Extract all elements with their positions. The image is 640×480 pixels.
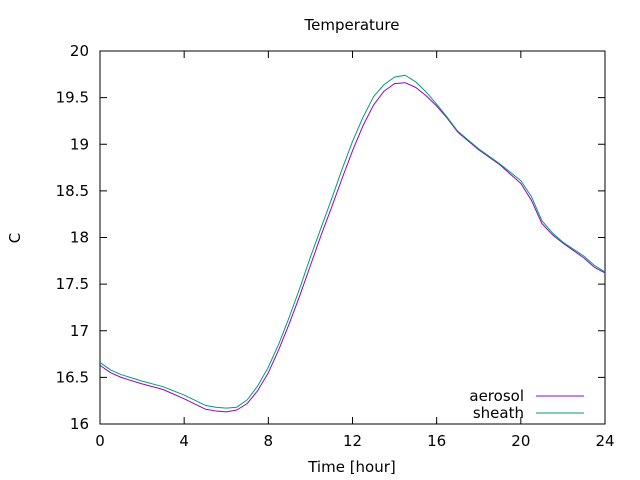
series-line-aerosol (99, 82, 606, 413)
y-tick-label: 18.5 (56, 182, 89, 200)
chart-title: Temperature (303, 16, 399, 34)
legend-label-aerosol: aerosol (469, 387, 524, 405)
y-tick-label: 16.5 (56, 368, 89, 386)
x-axis-label: Time [hour] (307, 458, 396, 476)
y-axis-label: C (6, 233, 24, 243)
y-tick-label: 16 (70, 415, 89, 433)
x-tick-label: 16 (427, 432, 446, 450)
series-line-sheath (99, 74, 606, 409)
series-lines (99, 74, 606, 413)
plot-border (99, 50, 606, 425)
legend-label-sheath: sheath (473, 404, 524, 422)
y-tick-label: 19 (70, 135, 89, 153)
x-tick-label: 8 (264, 432, 274, 450)
x-tick-label: 20 (511, 432, 530, 450)
y-tick-label: 20 (70, 42, 89, 60)
x-tick-label: 0 (95, 432, 105, 450)
x-tick-label: 4 (179, 432, 189, 450)
x-tick-label: 24 (595, 432, 614, 450)
y-tick-label: 17.5 (56, 275, 89, 293)
plot-frame (99, 50, 606, 425)
x-tick-label: 12 (343, 432, 362, 450)
x-axis-ticks: 0 4 8 12 16 20 24 (95, 51, 615, 450)
y-tick-label: 17 (70, 322, 89, 340)
y-tick-label: 18 (70, 229, 89, 247)
y-axis-ticks: 16 16.5 17 17.5 18 18.5 19 19.5 20 (56, 42, 605, 433)
y-tick-label: 19.5 (56, 89, 89, 107)
